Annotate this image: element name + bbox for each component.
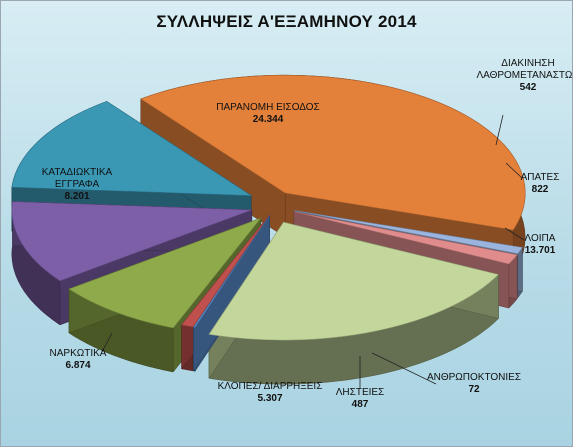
data-label-name-1: ΔΙΑΚΙΝΗΣΗ — [501, 58, 554, 69]
pie-slice-6 — [68, 217, 262, 329]
pie-slice-2 — [293, 211, 518, 265]
data-label-value-5: 487 — [352, 399, 369, 410]
data-label-name-2: ΑΠΑΤΕΣ — [521, 172, 560, 183]
data-label-name-8: ΕΓΓΡΑΦΑ — [55, 179, 100, 190]
pie-slice-7 — [11, 201, 252, 282]
data-label-value-4: 72 — [468, 384, 480, 395]
data-label-value-0: 24.344 — [253, 114, 284, 125]
leader-line-7 — [101, 332, 113, 353]
pie-slice-5 — [181, 214, 270, 328]
data-label-name-8: ΚΑΤΑΔΙΩΚΤΙΚΑ — [42, 167, 113, 178]
data-label-name-5: ΛΗΣΤΕΙΕΣ — [336, 387, 385, 398]
pie-slice-1 — [294, 210, 523, 255]
pie-slice-0 — [140, 74, 526, 231]
data-label-value-8: 8.201 — [64, 191, 89, 202]
data-label-value-2: 822 — [532, 184, 549, 195]
data-label-value-6: 5.307 — [257, 393, 282, 404]
pie-slice-4 — [192, 214, 270, 328]
data-label-name-7: ΝΑΡΚΩΤΙΚΑ — [50, 348, 107, 359]
data-label-name-4: ΑΝΘΡΩΠΟΚΤΟΝΙΕΣ — [427, 372, 521, 383]
chart-title: ΣΥΛΛΗΨΕΙΣ Α'ΕΞΑΜΗΝΟΥ 2014 — [156, 12, 417, 31]
data-label-name-0: ΠΑΡΑΝΟΜΗ ΕΙΣΟΔΟΣ — [216, 102, 319, 113]
data-label-value-1: 542 — [520, 82, 537, 93]
leader-line-4 — [371, 352, 437, 385]
leader-line-1 — [495, 114, 504, 146]
data-label-name-3: ΛΟΙΠΑ — [525, 233, 556, 244]
leader-line-3 — [504, 227, 525, 241]
leader-line-2 — [505, 162, 523, 179]
data-label-name-1: ΛΑΘΡΟΜΕΤΑΝΑΣΤΩΝ — [476, 70, 573, 81]
data-label-value-3: 13.701 — [525, 245, 556, 256]
data-label-name-6: ΚΛΟΠΕΣ/ ΔΙΑΡΡΗΞΕΙΣ — [218, 381, 323, 392]
pie-slice-3 — [208, 221, 500, 341]
pie-slice-8 — [11, 101, 253, 196]
data-label-value-7: 6.874 — [65, 360, 90, 371]
